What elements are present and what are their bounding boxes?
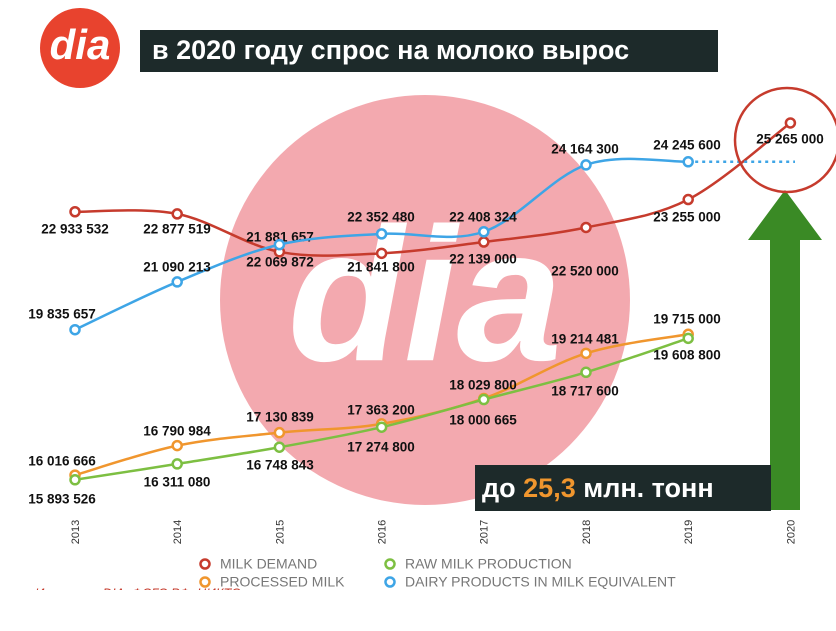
point — [69, 323, 81, 336]
value-label: 22 408 324 — [449, 210, 517, 225]
point — [171, 439, 183, 452]
point — [682, 156, 694, 168]
legend-marker — [199, 576, 211, 588]
annotation-value: 25,3 — [523, 473, 576, 503]
value-label: 24 245 600 — [653, 138, 721, 153]
value-label: 16 748 843 — [246, 458, 314, 473]
value-label: 19 214 481 — [551, 332, 619, 347]
point — [478, 236, 490, 248]
legend-label: MILK DEMAND — [220, 556, 317, 572]
source: Источник: DIA, ФСГС РФ, ЦИКТО — [35, 585, 241, 600]
logo: dia — [40, 8, 120, 88]
x-tick-label: 2016 — [377, 520, 389, 544]
arrow — [748, 190, 822, 510]
x-tick-label: 2013 — [70, 520, 82, 544]
annotation-suffix: млн. тонн — [583, 473, 713, 503]
point — [580, 159, 592, 171]
value-label: 18 717 600 — [551, 384, 619, 399]
plot: 2013 2014 2015 2016 2017 2018 2019 2020 22 933 5… — [28, 117, 824, 544]
point — [682, 332, 694, 345]
title-box — [140, 30, 718, 72]
x-tick-label: 2020 — [785, 520, 797, 544]
point — [784, 117, 797, 129]
value-label: 15 893 526 — [28, 492, 96, 507]
x-tick-label: 2017 — [479, 520, 491, 544]
value-label: 22 520 000 — [551, 264, 619, 279]
value-label: 19 608 800 — [653, 348, 721, 363]
value-label: 16 790 984 — [143, 424, 211, 439]
point — [171, 208, 183, 220]
legend-label: DAIRY PRODUCTS IN MILK EQUIVALENT — [405, 574, 676, 590]
point — [273, 441, 286, 453]
legend-label: PROCESSED MILK — [220, 574, 345, 590]
value-label: 17 363 200 — [347, 403, 415, 418]
point — [273, 238, 286, 251]
logo-circle — [40, 8, 120, 88]
value-label: 19 835 657 — [28, 307, 96, 322]
point — [478, 225, 490, 238]
value-label: 22 352 480 — [347, 210, 415, 225]
legend: MILK DEMAND PROCESSED MILK RAW MILK PRODUC… — [199, 556, 676, 590]
point — [580, 366, 592, 379]
legend-label: RAW MILK PRODUCTION — [405, 556, 572, 572]
point — [69, 206, 81, 218]
watermark-logo: dia — [288, 189, 563, 401]
chart-title: в 2020 году спрос на молоко вырос — [152, 35, 629, 65]
legend-marker — [199, 558, 211, 570]
value-label: 21 841 800 — [347, 260, 415, 275]
annotation-prefix: до — [482, 473, 516, 503]
watermark: dia — [220, 95, 630, 505]
legend-marker — [384, 558, 396, 570]
legend-marker — [384, 576, 396, 588]
point — [375, 247, 388, 260]
point — [682, 193, 694, 206]
x-tick-label: 2018 — [581, 520, 593, 544]
value-label: 18 000 665 — [449, 413, 517, 428]
x-tick-label: 2015 — [274, 520, 286, 544]
value-label: 19 715 000 — [653, 312, 721, 327]
highlight-circle — [733, 86, 836, 194]
annotation: до 25,3 млн. тонн — [482, 473, 714, 503]
value-label: 17 130 839 — [246, 410, 314, 425]
value-label: 21 090 213 — [143, 260, 211, 275]
value-label: 16 016 666 — [28, 454, 96, 469]
x-tick-label: 2014 — [172, 520, 184, 544]
point — [375, 421, 388, 433]
point — [171, 276, 183, 288]
point — [69, 474, 81, 486]
value-label: 16 311 080 — [144, 475, 211, 490]
point — [375, 228, 388, 240]
point — [273, 426, 286, 439]
value-label: 25 265 000 — [756, 132, 824, 147]
value-label: 22 069 872 — [246, 255, 314, 270]
logo-text: dia — [50, 21, 111, 68]
value-label: 18 029 800 — [449, 378, 517, 393]
point — [171, 458, 183, 470]
point — [478, 393, 490, 406]
value-label: 22 139 000 — [449, 252, 517, 267]
value-label: 22 877 519 — [143, 222, 211, 237]
value-label: 23 255 000 — [653, 210, 721, 225]
value-label: 17 274 800 — [347, 440, 415, 455]
annotation-box — [475, 465, 771, 511]
green-arrow — [748, 190, 822, 510]
x-tick-label: 2019 — [683, 520, 695, 544]
point — [580, 221, 592, 234]
point — [580, 347, 592, 360]
value-label: 22 933 532 — [41, 222, 109, 237]
watermark-circle — [220, 95, 630, 505]
value-label: 24 164 300 — [551, 142, 619, 157]
